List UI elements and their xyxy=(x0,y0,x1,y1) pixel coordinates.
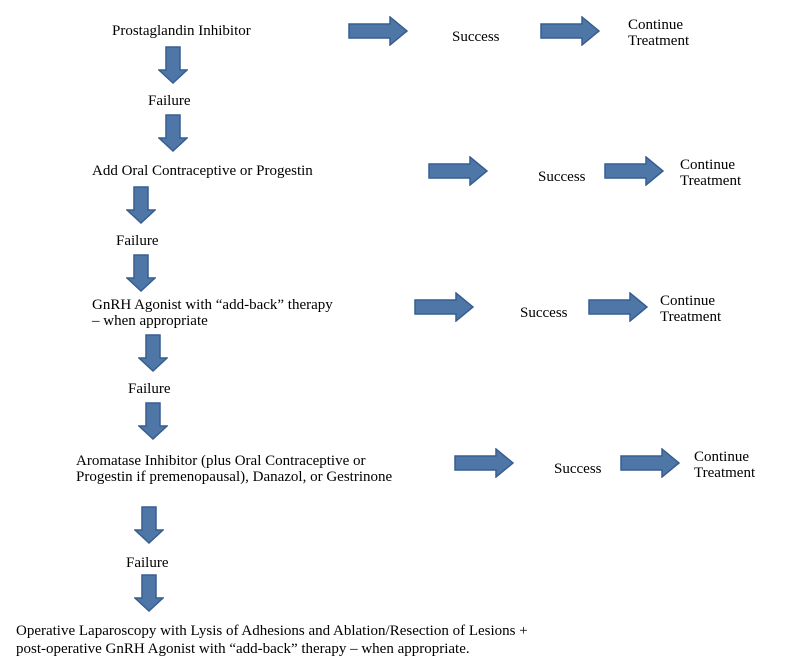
arrow-right-icon xyxy=(414,292,474,327)
arrow-down-icon xyxy=(126,186,156,229)
arrow-right-icon xyxy=(604,156,664,191)
step-4-line2: Progestin if premenopausal), Danazol, or… xyxy=(76,468,456,486)
step-5-line1: Operative Laparoscopy with Lysis of Adhe… xyxy=(16,622,786,640)
arrow-right-icon xyxy=(454,448,514,483)
continue-2-line2: Treatment xyxy=(680,172,741,190)
step-3-line2: – when appropriate xyxy=(92,312,392,330)
failure-1: Failure xyxy=(148,92,191,110)
arrow-right-icon xyxy=(540,16,600,51)
failure-3: Failure xyxy=(128,380,171,398)
continue-3-line2: Treatment xyxy=(660,308,721,326)
failure-2: Failure xyxy=(116,232,159,250)
arrow-down-icon xyxy=(158,114,188,157)
arrow-right-icon xyxy=(588,292,648,327)
success-2: Success xyxy=(538,168,586,186)
arrow-right-icon xyxy=(620,448,680,483)
arrow-down-icon xyxy=(134,506,164,549)
success-1: Success xyxy=(452,28,500,46)
success-4: Success xyxy=(554,460,602,478)
step-5-line2: post-operative GnRH Agonist with “add-ba… xyxy=(16,640,786,658)
arrow-down-icon xyxy=(126,254,156,297)
continue-1-line2: Treatment xyxy=(628,32,689,50)
arrow-down-icon xyxy=(134,574,164,617)
arrow-down-icon xyxy=(138,402,168,445)
arrow-down-icon xyxy=(158,46,188,89)
step-2: Add Oral Contraceptive or Progestin xyxy=(92,162,382,180)
continue-4-line2: Treatment xyxy=(694,464,755,482)
arrow-right-icon xyxy=(428,156,488,191)
success-3: Success xyxy=(520,304,568,322)
arrow-right-icon xyxy=(348,16,408,51)
arrow-down-icon xyxy=(138,334,168,377)
step-1: Prostaglandin Inhibitor xyxy=(112,22,322,40)
failure-4: Failure xyxy=(126,554,169,572)
